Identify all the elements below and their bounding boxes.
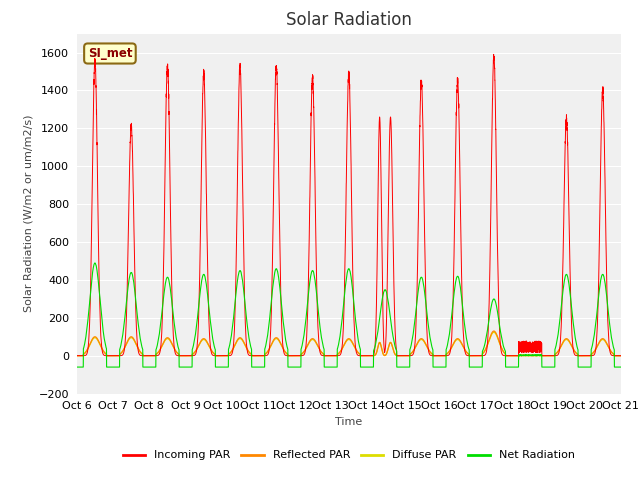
Text: SI_met: SI_met <box>88 47 132 60</box>
Y-axis label: Solar Radiation (W/m2 or um/m2/s): Solar Radiation (W/m2 or um/m2/s) <box>23 115 33 312</box>
Title: Solar Radiation: Solar Radiation <box>286 11 412 29</box>
Legend: Incoming PAR, Reflected PAR, Diffuse PAR, Net Radiation: Incoming PAR, Reflected PAR, Diffuse PAR… <box>118 446 579 465</box>
X-axis label: Time: Time <box>335 417 362 427</box>
